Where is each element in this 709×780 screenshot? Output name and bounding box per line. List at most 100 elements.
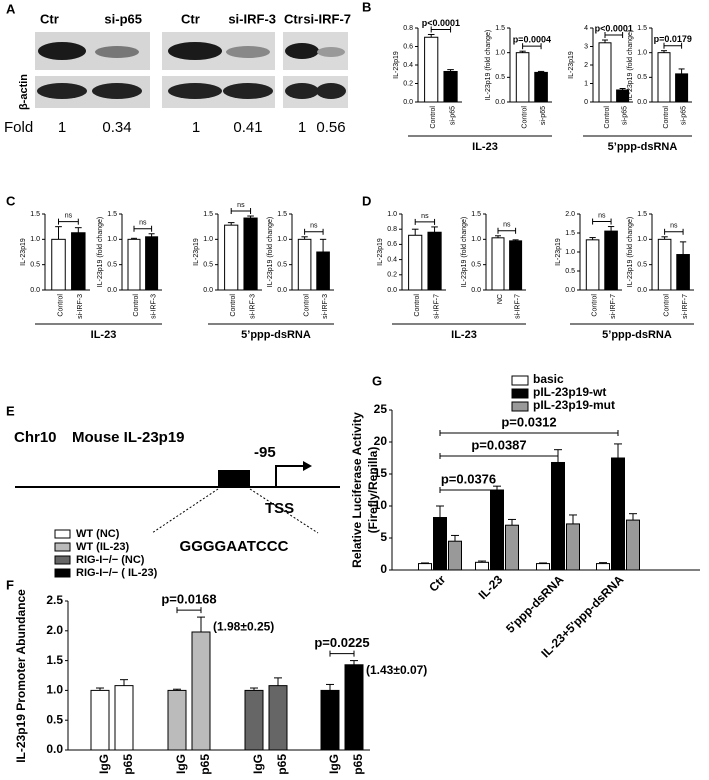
y-tick-label: 1.0: [277, 236, 287, 243]
zoom-line: [249, 488, 319, 534]
promoter-diagram: [15, 461, 340, 534]
annotation: p=0.0225: [314, 635, 369, 650]
bar: [566, 523, 580, 571]
bar: [509, 240, 523, 291]
bar: [224, 224, 239, 291]
y-axis-label: IL-23p19: [568, 51, 575, 79]
lane-label: Ctr: [284, 11, 303, 26]
y-axis-label: IL-23p19 (fold change): [627, 30, 634, 100]
bar: [344, 664, 364, 751]
annotation: ns: [670, 223, 678, 230]
y-tick-label: 0.8: [387, 226, 397, 233]
x-tick-label: Control: [133, 294, 140, 317]
panel-label: F: [6, 577, 14, 592]
lane-label: Ctr: [181, 11, 200, 26]
bar: [657, 238, 672, 291]
y-tick-label: 2.5: [46, 593, 63, 607]
bar: [551, 461, 565, 571]
y-tick-label: 1.0: [46, 683, 63, 697]
y-tick-label: 1: [584, 80, 588, 87]
fold-value: 1: [58, 119, 66, 136]
y-tick-label: 1.5: [471, 211, 481, 218]
band: [223, 83, 273, 99]
bar: [244, 689, 264, 751]
band: [38, 42, 86, 60]
annotation: p=0.0387: [471, 437, 526, 452]
y-tick-label: 15: [374, 466, 388, 480]
bar: [585, 239, 600, 291]
tss-label: TSS: [265, 500, 294, 517]
panel-label: G: [372, 373, 382, 388]
bar: [534, 71, 548, 103]
legend-swatch: [511, 388, 529, 399]
band: [317, 47, 345, 57]
legend-swatch: [54, 529, 71, 539]
y-tick-label: 0.5: [107, 262, 117, 269]
y-tick-label: 0.5: [637, 262, 647, 269]
fold-value: 0.41: [233, 119, 262, 136]
y-tick-label: 0.0: [277, 287, 287, 294]
x-tick-label: Control: [303, 294, 310, 317]
y-tick-label: 1.0: [387, 211, 397, 218]
y-tick-label: 1.0: [203, 236, 213, 243]
y-tick-label: 0.0: [387, 287, 397, 294]
y-tick-label: 0.0: [565, 287, 575, 294]
y-tick-label: 0.5: [565, 268, 575, 275]
motif: GGGGAATCCC: [180, 538, 289, 555]
x-tick-label: si-IRF-3: [77, 294, 84, 319]
x-tick-label: p65: [121, 754, 135, 775]
bar: [51, 238, 66, 291]
annotation: p=0.0168: [161, 592, 216, 607]
bar: [243, 217, 258, 291]
annotation: p=0.0312: [501, 414, 556, 429]
y-tick-label: 1.0: [495, 50, 505, 57]
y-tick-label: 1.5: [637, 25, 647, 32]
bar: [320, 689, 340, 751]
panel-label: D: [362, 193, 371, 208]
annotation: p<0.0001: [595, 23, 633, 33]
group-label: 5’ppp-dsRNA: [608, 141, 678, 153]
bar: [443, 70, 458, 103]
group-label: 5’ppp-dsRNA: [241, 329, 311, 341]
x-tick-label: Control: [591, 294, 598, 317]
loading-label: β-actin: [18, 74, 30, 110]
annotation: ns: [237, 202, 245, 209]
gene-label: Mouse IL-23p19: [72, 429, 185, 446]
band: [168, 42, 222, 60]
y-axis-label: IL-23p19: [193, 238, 200, 266]
annotation: (1.98±0.25): [213, 619, 274, 633]
x-tick-label: si-p65: [449, 106, 456, 125]
y-tick-label: 1.5: [637, 211, 647, 218]
band: [285, 43, 319, 59]
annotation: ns: [139, 220, 147, 227]
bar: [536, 563, 550, 571]
band: [37, 83, 87, 99]
y-tick-label: 0.0: [30, 287, 40, 294]
y-tick-label: 0.0: [403, 99, 413, 106]
y-tick-label: 5: [380, 530, 387, 544]
y-tick-label: 20: [374, 434, 388, 448]
y-axis-label: IL-23p19 (fold change): [627, 217, 634, 287]
legend-swatch: [54, 555, 71, 565]
y-axis-label: IL-23p19 Promoter Abundance: [14, 589, 28, 763]
y-tick-label: 10: [374, 498, 388, 512]
bar: [268, 685, 288, 751]
y-tick-label: 0.0: [107, 287, 117, 294]
bar: [114, 685, 134, 751]
bar: [71, 232, 86, 291]
x-tick-label: si-IRF-7: [433, 294, 440, 319]
panel-label: B: [362, 0, 371, 14]
x-tick-label: si-IRF-7: [682, 294, 689, 319]
x-tick-label: p65: [198, 754, 212, 775]
fold-value: 0.56: [316, 119, 345, 136]
y-tick-label: 0.6: [403, 43, 413, 50]
annotation: ns: [503, 222, 511, 229]
y-tick-label: 0.0: [637, 287, 647, 294]
fold-label: Fold: [4, 119, 33, 136]
annotation: ns: [421, 213, 429, 220]
binding-site: [218, 470, 250, 487]
band: [92, 83, 142, 99]
x-tick-label: si-IRF-3: [150, 294, 157, 319]
bar: [424, 36, 439, 103]
